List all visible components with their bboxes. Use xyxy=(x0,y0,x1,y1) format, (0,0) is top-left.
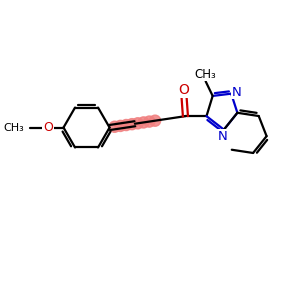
Text: O: O xyxy=(43,121,53,134)
Text: O: O xyxy=(178,83,190,97)
Text: CH₃: CH₃ xyxy=(3,122,24,133)
Circle shape xyxy=(144,116,155,127)
Text: CH₃: CH₃ xyxy=(195,68,217,81)
Circle shape xyxy=(132,118,143,129)
Circle shape xyxy=(126,118,137,130)
Circle shape xyxy=(109,121,120,132)
Text: N: N xyxy=(218,130,227,143)
Circle shape xyxy=(138,117,149,128)
Circle shape xyxy=(115,120,126,131)
Text: N: N xyxy=(232,86,242,99)
Circle shape xyxy=(121,119,132,130)
Circle shape xyxy=(149,115,161,126)
